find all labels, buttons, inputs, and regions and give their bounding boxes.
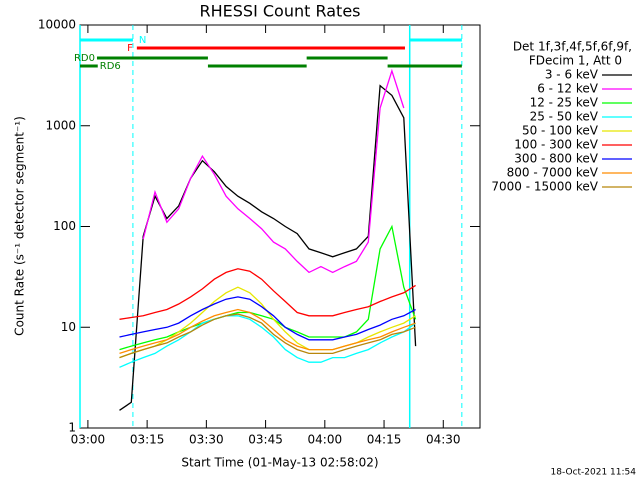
- legend-header: FDecim 1, Att 0: [529, 54, 622, 68]
- series-line: [119, 315, 416, 368]
- series-line: [119, 296, 416, 341]
- x-tick-label: 04:15: [367, 433, 402, 447]
- series-line: [119, 313, 416, 359]
- y-tick-label: 1: [68, 421, 76, 435]
- x-axis-label: Start Time (01-May-13 02:58:02): [181, 456, 378, 470]
- y-tick-label: 10000: [38, 18, 76, 32]
- flag-label: RD6: [100, 61, 121, 72]
- x-tick-label: 04:30: [426, 433, 461, 447]
- x-tick-label: 03:00: [71, 433, 106, 447]
- y-axis-label: Count Rate (s⁻¹ detector segment⁻¹): [13, 116, 27, 336]
- y-tick-label: 10: [61, 320, 76, 334]
- series-line: [119, 286, 416, 359]
- legend-label: 3 - 6 keV: [545, 68, 599, 82]
- series-line: [142, 68, 405, 274]
- series-line: [119, 84, 417, 411]
- x-tick-label: 04:00: [308, 433, 343, 447]
- flag-label: RD0: [74, 53, 95, 64]
- x-tick-label: 03:30: [189, 433, 224, 447]
- series-line: [119, 224, 417, 351]
- legend-header: Det 1f,3f,4f,5f,6f,9f,: [513, 40, 632, 54]
- series-line: [119, 268, 416, 320]
- y-tick-label: 100: [53, 219, 76, 233]
- plot-frame: [79, 24, 481, 429]
- y-tick-label: 1000: [45, 118, 76, 132]
- legend-label: 12 - 25 keV: [530, 96, 599, 110]
- chart-title: RHESSI Count Rates: [200, 2, 361, 21]
- legend-label: 800 - 7000 keV: [507, 166, 599, 180]
- flag-label: F: [127, 43, 133, 54]
- legend-label: 50 - 100 keV: [522, 124, 599, 138]
- footer: 18-Oct-2021 11:54: [551, 468, 637, 478]
- x-tick-label: 03:45: [248, 433, 283, 447]
- legend-label: 7000 - 15000 keV: [491, 180, 598, 194]
- legend-label: 100 - 300 keV: [514, 138, 598, 152]
- x-tick-label: 03:15: [130, 433, 165, 447]
- flag-label: N: [139, 35, 146, 46]
- legend-label: 25 - 50 keV: [530, 110, 599, 124]
- legend-label: 300 - 800 keV: [514, 152, 598, 166]
- legend-label: 6 - 12 keV: [537, 82, 599, 96]
- series-line: [119, 308, 416, 355]
